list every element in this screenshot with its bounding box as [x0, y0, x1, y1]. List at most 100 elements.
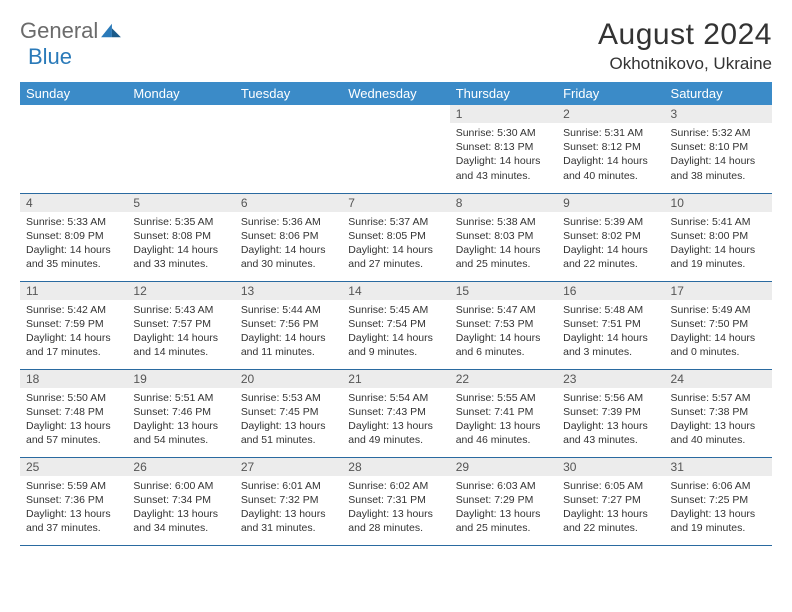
- daylight-text: Daylight: 14 hours and 33 minutes.: [133, 243, 228, 271]
- daylight-text: Daylight: 14 hours and 30 minutes.: [241, 243, 336, 271]
- daylight-text: Daylight: 13 hours and 25 minutes.: [456, 507, 551, 535]
- sunset-text: Sunset: 8:08 PM: [133, 229, 228, 243]
- sunrise-text: Sunrise: 6:02 AM: [348, 479, 443, 493]
- calendar-cell: 2Sunrise: 5:31 AMSunset: 8:12 PMDaylight…: [557, 105, 664, 193]
- daylight-text: Daylight: 14 hours and 19 minutes.: [671, 243, 766, 271]
- calendar-week-row: 4Sunrise: 5:33 AMSunset: 8:09 PMDaylight…: [20, 193, 772, 281]
- daylight-text: Daylight: 14 hours and 14 minutes.: [133, 331, 228, 359]
- logo-word-1: General: [20, 18, 98, 44]
- daylight-text: Daylight: 14 hours and 25 minutes.: [456, 243, 551, 271]
- day-number: 7: [342, 194, 449, 212]
- day-number: 12: [127, 282, 234, 300]
- calendar-cell: 17Sunrise: 5:49 AMSunset: 7:50 PMDayligh…: [665, 281, 772, 369]
- daylight-text: Daylight: 14 hours and 38 minutes.: [671, 154, 766, 182]
- sunset-text: Sunset: 7:39 PM: [563, 405, 658, 419]
- day-number: 30: [557, 458, 664, 476]
- daylight-text: Daylight: 14 hours and 22 minutes.: [563, 243, 658, 271]
- title-block: August 2024 Okhotnikovo, Ukraine: [598, 18, 772, 74]
- sunrise-text: Sunrise: 5:47 AM: [456, 303, 551, 317]
- calendar-header-row: Sunday Monday Tuesday Wednesday Thursday…: [20, 82, 772, 105]
- day-number: 24: [665, 370, 772, 388]
- sunrise-text: Sunrise: 5:57 AM: [671, 391, 766, 405]
- sunset-text: Sunset: 8:06 PM: [241, 229, 336, 243]
- calendar-cell: 7Sunrise: 5:37 AMSunset: 8:05 PMDaylight…: [342, 193, 449, 281]
- sunset-text: Sunset: 7:31 PM: [348, 493, 443, 507]
- sunrise-text: Sunrise: 5:54 AM: [348, 391, 443, 405]
- sunset-text: Sunset: 7:43 PM: [348, 405, 443, 419]
- day-detail: Sunrise: 6:01 AMSunset: 7:32 PMDaylight:…: [235, 476, 342, 540]
- calendar-cell: 28Sunrise: 6:02 AMSunset: 7:31 PMDayligh…: [342, 457, 449, 545]
- calendar-cell: 27Sunrise: 6:01 AMSunset: 7:32 PMDayligh…: [235, 457, 342, 545]
- calendar-cell: 20Sunrise: 5:53 AMSunset: 7:45 PMDayligh…: [235, 369, 342, 457]
- day-number: 25: [20, 458, 127, 476]
- sunset-text: Sunset: 7:34 PM: [133, 493, 228, 507]
- sunrise-text: Sunrise: 5:35 AM: [133, 215, 228, 229]
- sunrise-text: Sunrise: 6:01 AM: [241, 479, 336, 493]
- calendar-week-row: 11Sunrise: 5:42 AMSunset: 7:59 PMDayligh…: [20, 281, 772, 369]
- sunset-text: Sunset: 8:13 PM: [456, 140, 551, 154]
- weekday-header: Tuesday: [235, 82, 342, 105]
- sunset-text: Sunset: 7:51 PM: [563, 317, 658, 331]
- daylight-text: Daylight: 14 hours and 9 minutes.: [348, 331, 443, 359]
- day-number: 3: [665, 105, 772, 123]
- sunrise-text: Sunrise: 5:41 AM: [671, 215, 766, 229]
- sunrise-text: Sunrise: 6:03 AM: [456, 479, 551, 493]
- sunset-text: Sunset: 7:41 PM: [456, 405, 551, 419]
- sunrise-text: Sunrise: 5:33 AM: [26, 215, 121, 229]
- calendar-week-row: 1 Sunrise: 5:30 AMSunset: 8:13 PM Daylight…: [20, 105, 772, 193]
- daylight-text: Daylight: 13 hours and 31 minutes.: [241, 507, 336, 535]
- sunrise-text: Sunrise: 5:32 AM: [671, 126, 766, 140]
- sunrise-text: Sunrise: 5:59 AM: [26, 479, 121, 493]
- sunset-text: Sunset: 8:09 PM: [26, 229, 121, 243]
- sunrise-text: Sunrise: 5:49 AM: [671, 303, 766, 317]
- daylight-text: Daylight: 13 hours and 49 minutes.: [348, 419, 443, 447]
- day-number: 26: [127, 458, 234, 476]
- sunrise-text: Sunrise: 5:38 AM: [456, 215, 551, 229]
- daylight-text: Daylight: 13 hours and 34 minutes.: [133, 507, 228, 535]
- day-number: 1: [450, 105, 557, 123]
- sunrise-text: Sunrise: 5:56 AM: [563, 391, 658, 405]
- sunrise-text: Sunrise: 6:00 AM: [133, 479, 228, 493]
- calendar-cell: 6Sunrise: 5:36 AMSunset: 8:06 PMDaylight…: [235, 193, 342, 281]
- sunrise-text: Sunrise: 5:43 AM: [133, 303, 228, 317]
- day-number: 31: [665, 458, 772, 476]
- day-number: 22: [450, 370, 557, 388]
- weekday-header: Wednesday: [342, 82, 449, 105]
- sunset-text: Sunset: 7:32 PM: [241, 493, 336, 507]
- calendar-cell: [127, 105, 234, 193]
- day-detail: Sunrise: 5:33 AMSunset: 8:09 PMDaylight:…: [20, 212, 127, 276]
- sunrise-text: Sunrise: 5:53 AM: [241, 391, 336, 405]
- calendar-cell: 31Sunrise: 6:06 AMSunset: 7:25 PMDayligh…: [665, 457, 772, 545]
- daylight-text: Daylight: 13 hours and 43 minutes.: [563, 419, 658, 447]
- day-detail: Sunrise: 5:31 AMSunset: 8:12 PMDaylight:…: [557, 123, 664, 187]
- calendar-cell: 16Sunrise: 5:48 AMSunset: 7:51 PMDayligh…: [557, 281, 664, 369]
- day-detail: Sunrise: 5:59 AMSunset: 7:36 PMDaylight:…: [20, 476, 127, 540]
- day-detail: Sunrise: 5:43 AMSunset: 7:57 PMDaylight:…: [127, 300, 234, 364]
- sunrise-text: Sunrise: 5:31 AM: [563, 126, 658, 140]
- sunset-text: Sunset: 8:00 PM: [671, 229, 766, 243]
- logo-mark-icon: [100, 22, 122, 40]
- day-number: 28: [342, 458, 449, 476]
- calendar-cell: 12Sunrise: 5:43 AMSunset: 7:57 PMDayligh…: [127, 281, 234, 369]
- day-number: 20: [235, 370, 342, 388]
- sunset-text: Sunset: 7:36 PM: [26, 493, 121, 507]
- sunrise-text: Sunrise: 5:42 AM: [26, 303, 121, 317]
- header: General August 2024 Okhotnikovo, Ukraine: [20, 18, 772, 74]
- weekday-header: Saturday: [665, 82, 772, 105]
- day-number: 10: [665, 194, 772, 212]
- daylight-text: Daylight: 14 hours and 3 minutes.: [563, 331, 658, 359]
- calendar-cell: 10 Sunrise: 5:41 AMSunset: 8:00 PMDayligh…: [665, 193, 772, 281]
- day-detail: Sunrise: 5:47 AMSunset: 7:53 PMDaylight:…: [450, 300, 557, 364]
- day-number: [342, 105, 449, 123]
- sunrise-text: Sunrise: 5:30 AM: [456, 126, 551, 140]
- day-number: 8: [450, 194, 557, 212]
- calendar-cell: [20, 105, 127, 193]
- day-detail: Sunrise: 5:57 AMSunset: 7:38 PMDaylight:…: [665, 388, 772, 452]
- sunrise-text: Sunrise: 5:55 AM: [456, 391, 551, 405]
- day-number: 17: [665, 282, 772, 300]
- calendar-cell: [235, 105, 342, 193]
- day-detail: Sunrise: 5:38 AMSunset: 8:03 PMDaylight:…: [450, 212, 557, 276]
- calendar-cell: 22Sunrise: 5:55 AMSunset: 7:41 PMDayligh…: [450, 369, 557, 457]
- daylight-text: Daylight: 13 hours and 19 minutes.: [671, 507, 766, 535]
- calendar-cell: 30Sunrise: 6:05 AMSunset: 7:27 PMDayligh…: [557, 457, 664, 545]
